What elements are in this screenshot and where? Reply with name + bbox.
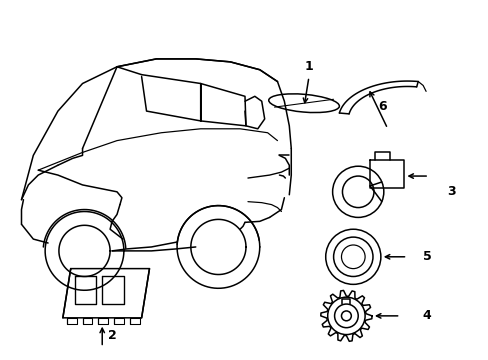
Text: 6: 6 bbox=[378, 100, 386, 113]
Text: 5: 5 bbox=[422, 250, 430, 263]
Text: 4: 4 bbox=[422, 309, 430, 322]
Text: 1: 1 bbox=[304, 60, 313, 73]
Text: 3: 3 bbox=[447, 185, 455, 198]
Text: 2: 2 bbox=[107, 329, 116, 342]
